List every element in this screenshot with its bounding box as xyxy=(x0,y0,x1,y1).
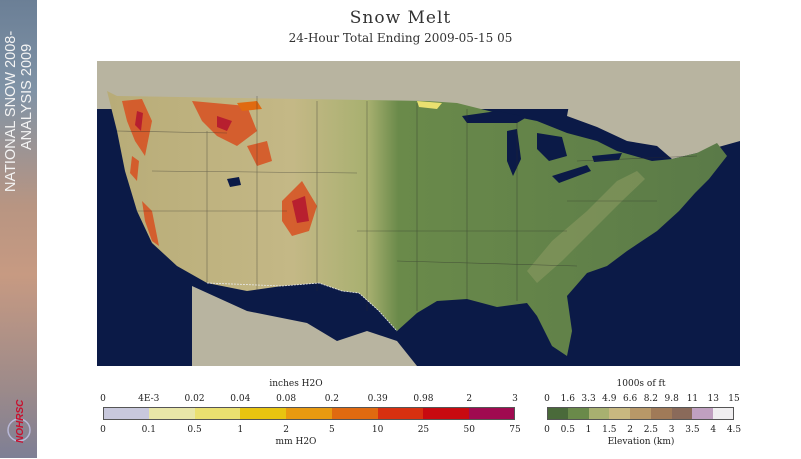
melt-legend-swatch xyxy=(286,407,333,420)
elevation-legend-top-tick: 1.6 xyxy=(560,394,575,404)
elevation-legend-top-tick: 13 xyxy=(707,394,719,404)
melt-legend-bottom-tick: 0.5 xyxy=(187,425,202,435)
sidebar-banner-text: NATIONAL SNOW 2008- ANALYSIS 2009 xyxy=(0,0,38,200)
alberta-melt xyxy=(237,101,262,111)
snow-melt-areas xyxy=(122,99,317,246)
elevation-legend-bottom-tick: 3 xyxy=(668,425,675,435)
lake-huron xyxy=(537,133,567,161)
elevation-legend-bottom-tick: 2 xyxy=(627,425,633,435)
elevation-legend-top-tick: 11 xyxy=(686,394,699,404)
elevation-legend-bottom-tick: 2.5 xyxy=(643,425,659,435)
elevation-legend-swatch xyxy=(713,407,735,420)
melt-legend-top-tick: 0 xyxy=(100,394,106,404)
banner-line-2: ANALYSIS 2009 xyxy=(19,44,35,150)
elevation-legend-swatch xyxy=(692,407,714,420)
elevation-legend-swatch xyxy=(650,407,672,420)
melt-legend-swatch xyxy=(331,407,378,420)
elevation-legend-top-tick: 15 xyxy=(728,394,740,404)
melt-legend-swatch xyxy=(469,407,516,420)
melt-legend-swatch xyxy=(148,407,195,420)
melt-legend-top-tick: 2 xyxy=(466,394,473,404)
elevation-legend-swatch xyxy=(588,407,610,420)
melt-legend-top-tick: 0.08 xyxy=(276,394,297,404)
elevation-legend-swatch xyxy=(567,407,589,420)
melt-legend-top-tick: 0.39 xyxy=(367,394,388,404)
melt-legend-bottom-tick: 50 xyxy=(463,425,475,435)
elevation-legend-swatch xyxy=(671,407,693,420)
elevation-legend-swatch xyxy=(547,407,568,420)
melt-legend-top-tick: 4E-3 xyxy=(138,394,160,404)
appalachian-highlands xyxy=(527,171,645,283)
melt-legend-swatch xyxy=(377,407,424,420)
melt-legend-top-tick: 0.98 xyxy=(413,394,434,404)
elevation-legend-top-tick: 9.8 xyxy=(664,394,679,404)
lake-ontario xyxy=(592,153,622,162)
elevation-legend-bottom-tick: 4 xyxy=(710,425,717,435)
elevation-legend-bottom-tick: 0 xyxy=(544,425,550,435)
mexico-border xyxy=(206,282,398,332)
melt-legend-bottom-tick: 25 xyxy=(417,425,430,435)
banner-line-1: NATIONAL SNOW 2008- xyxy=(3,31,19,192)
melt-legend-swatch xyxy=(194,407,241,420)
elevation-legend-bottom-tick: 0.5 xyxy=(560,425,575,435)
melt-legend-swatch xyxy=(103,407,149,420)
heavy-melt-areas xyxy=(135,111,309,223)
elevation-legend-top-tick: 0 xyxy=(544,394,550,404)
page-title: Snow Melt xyxy=(349,8,452,28)
lake-superior xyxy=(462,111,527,123)
melt-legend-top-tick: 0.2 xyxy=(324,394,340,404)
sidebar-banner: NATIONAL SNOW 2008- ANALYSIS 2009 NOHRSC xyxy=(0,0,37,458)
elevation-legend-bottom-tick: 3.5 xyxy=(685,425,700,435)
elevation-legend-bottom-tick: 4.5 xyxy=(726,425,742,435)
melt-legend-bottom-tick: 75 xyxy=(509,425,521,435)
melt-unit-mm: mm H2O xyxy=(275,437,317,447)
melt-legend-bottom-tick: 2 xyxy=(283,425,289,435)
elevation-unit-km: Elevation (km) xyxy=(607,437,675,447)
lake-michigan xyxy=(507,129,521,176)
elevation-legend-bottom-tick: 1.5 xyxy=(602,425,617,435)
melt-legend-top-tick: 3 xyxy=(512,394,518,404)
elevation-legend-top-tick: 8.2 xyxy=(643,394,659,404)
melt-legend-bottom-tick: 0.1 xyxy=(141,425,156,435)
melt-legend-bottom-tick: 5 xyxy=(329,425,335,435)
mexico-region xyxy=(192,286,417,366)
elevation-color-bar xyxy=(547,407,734,420)
ontario-melt xyxy=(417,101,442,109)
snow-melt-map xyxy=(97,61,740,366)
melt-legend-bottom-tick: 1 xyxy=(237,425,244,435)
melt-legend-bottom-tick: 10 xyxy=(371,425,384,435)
great-salt-lake xyxy=(227,177,241,187)
elevation-legend-top-tick: 6.6 xyxy=(622,394,638,404)
eastern-canada xyxy=(567,61,740,159)
elevation-unit-ft: 1000s of ft xyxy=(616,379,666,389)
melt-legend-top-tick: 0.04 xyxy=(230,394,251,404)
melt-legend-bottom-tick: 0 xyxy=(100,425,106,435)
melt-legend-top-tick: 0.02 xyxy=(184,394,205,404)
state-borders xyxy=(116,96,698,311)
melt-legend-swatch xyxy=(240,407,287,420)
elevation-legend-top-tick: 4.9 xyxy=(602,394,617,404)
lake-erie xyxy=(552,165,591,183)
elevation-legend-swatch xyxy=(609,407,631,420)
melt-unit-inches: inches H2O xyxy=(269,379,323,389)
melt-color-bar xyxy=(103,407,515,420)
logo-text: NOHRSC xyxy=(15,399,26,443)
elevation-legend-top-tick: 3.3 xyxy=(581,394,596,404)
elevation-legend-bottom-tick: 1 xyxy=(585,425,592,435)
nohrsc-logo: NOHRSC xyxy=(3,385,35,455)
page-subtitle: 24-Hour Total Ending 2009-05-15 05 xyxy=(288,31,513,45)
melt-legend-swatch xyxy=(423,407,470,420)
elevation-legend-swatch xyxy=(630,407,652,420)
